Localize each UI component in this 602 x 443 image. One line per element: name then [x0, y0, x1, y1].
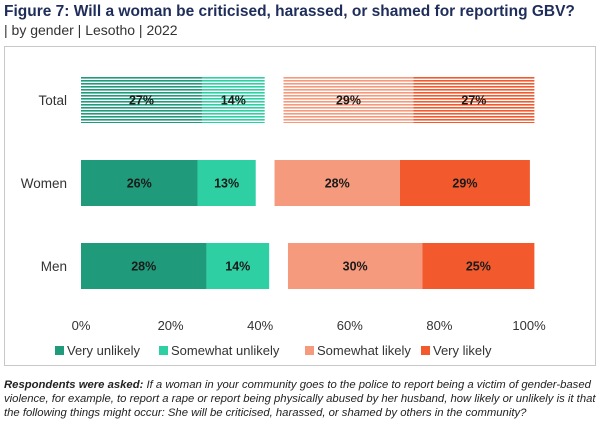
bar-men-very-likely — [422, 243, 535, 289]
bars-layer — [81, 77, 535, 289]
data-label-men-somewhat-unlikely: 14% — [225, 260, 250, 274]
x-tick-label-60: 60% — [337, 318, 363, 333]
bar-women-very-unlikely — [81, 160, 198, 206]
chart-svg: Total 27% 14% 29% 27% Women 26% 13% 28% 29% Men 28%… — [21, 77, 546, 358]
legend-swatch-somewhat-unlikely — [159, 346, 168, 355]
legend-swatch-very-unlikely — [55, 346, 64, 355]
x-tick-label-20: 20% — [158, 318, 184, 333]
data-label-men-very-unlikely: 28% — [131, 260, 156, 274]
bar-women-somewhat-unlikely — [197, 160, 256, 206]
bar-men-very-unlikely — [81, 243, 207, 289]
data-label-total-very-unlikely: 27% — [129, 94, 154, 108]
x-tick-label-40: 40% — [247, 318, 273, 333]
x-tick-label-100: 100% — [512, 318, 546, 333]
x-axis: 0% 20% 40% 60% 80% 100% — [72, 318, 546, 333]
legend-label-very-likely: Very likely — [433, 343, 492, 358]
bar-men-somewhat-likely — [287, 243, 423, 289]
data-label-women-very-likely: 29% — [452, 177, 477, 191]
legend-swatch-somewhat-likely — [305, 346, 314, 355]
data-label-total-somewhat-unlikely: 14% — [221, 94, 246, 108]
data-label-men-somewhat-likely: 30% — [343, 260, 368, 274]
note-lead: Respondents were asked: — [4, 379, 144, 391]
data-label-total-very-likely: 27% — [461, 94, 486, 108]
data-label-women-very-unlikely: 26% — [127, 177, 152, 191]
bar-men-somewhat-unlikely — [206, 243, 270, 289]
x-tick-label-80: 80% — [426, 318, 452, 333]
survey-question-note: Respondents were asked: If a woman in yo… — [4, 378, 598, 420]
bar-total-very-unlikely — [81, 77, 202, 123]
bar-women-somewhat-likely — [274, 160, 400, 206]
data-label-women-somewhat-likely: 28% — [325, 177, 350, 191]
category-label-women: Women — [21, 176, 67, 191]
category-label-total: Total — [38, 93, 67, 108]
legend-label-somewhat-likely: Somewhat likely — [317, 343, 411, 358]
chart-title: Figure 7: Will a woman be criticised, ha… — [4, 3, 575, 20]
legend: Very unlikely Somewhat unlikely Somewhat l… — [55, 343, 492, 358]
bar-total-somewhat-likely — [283, 77, 414, 123]
data-label-men-very-likely: 25% — [466, 260, 491, 274]
x-tick-label-0: 0% — [72, 318, 91, 333]
legend-label-somewhat-unlikely: Somewhat unlikely — [171, 343, 280, 358]
legend-swatch-very-likely — [421, 346, 430, 355]
bar-total-somewhat-unlikely — [201, 77, 265, 123]
data-label-total-somewhat-likely: 29% — [336, 94, 361, 108]
bar-total-very-likely — [413, 77, 535, 123]
data-label-women-somewhat-unlikely: 13% — [214, 177, 239, 191]
labels-layer: Total 27% 14% 29% 27% Women 26% 13% 28% 29% Men 28%… — [21, 93, 491, 274]
note-text: If a woman in your community goes to the… — [4, 379, 596, 419]
chart-subtitle: | by gender | Lesotho | 2022 — [4, 22, 178, 38]
bar-women-very-likely — [399, 160, 530, 206]
category-label-men: Men — [41, 259, 67, 274]
legend-label-very-unlikely: Very unlikely — [67, 343, 140, 358]
chart-panel: Total 27% 14% 29% 27% Women 26% 13% 28% 29% Men 28%… — [4, 46, 596, 366]
